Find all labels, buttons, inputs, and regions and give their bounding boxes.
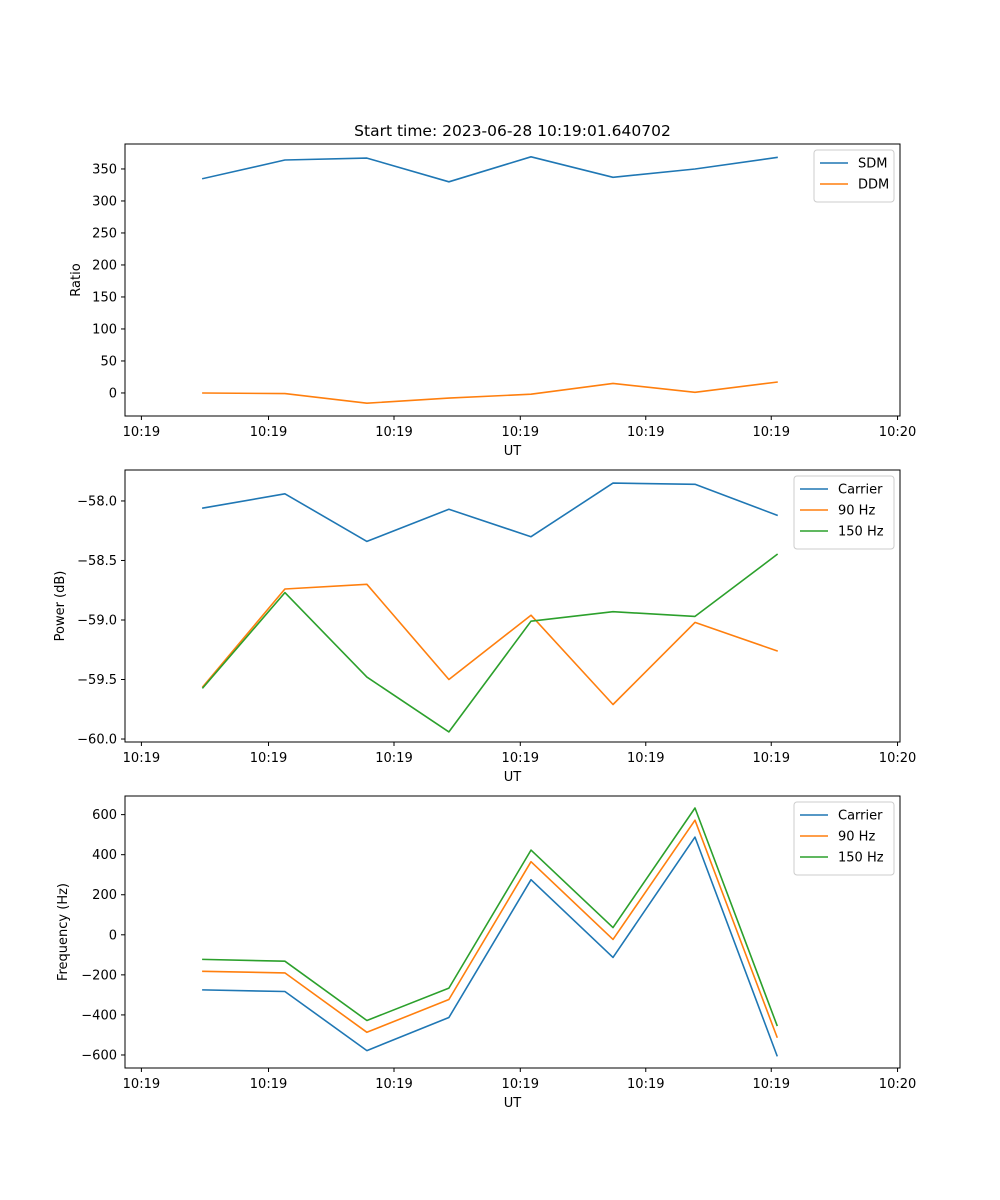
x-axis-label: UT xyxy=(504,444,522,459)
x-tick-label: 10:19 xyxy=(627,1077,664,1092)
ratio-panel: 0 50 100 150 200 250 300 350 10:19 10:19 10:19 10:1… xyxy=(69,143,916,459)
series-line-90-hz xyxy=(201,583,779,706)
legend-label: DDM xyxy=(858,178,889,193)
x-tick-label: 10:19 xyxy=(375,1077,412,1092)
x-tick-label: 10:19 xyxy=(250,751,287,766)
y-tick-label: −58.5 xyxy=(77,554,117,569)
y-tick-label: 250 xyxy=(92,226,117,241)
x-tick-label: 10:19 xyxy=(753,751,790,766)
x-tick-label: 10:20 xyxy=(879,1077,916,1092)
series-line-ddm xyxy=(202,381,778,405)
x-tick-label: 10:20 xyxy=(879,425,916,440)
legend-label: Carrier xyxy=(838,483,883,498)
y-tick-label: 0 xyxy=(109,386,117,401)
legend-label: 150 Hz xyxy=(838,525,884,540)
frequency-panel: −600 −400 −200 0 200 400 600 10:19 10:19 10:19 10:… xyxy=(56,795,916,1111)
y-tick-label: −59.5 xyxy=(77,673,117,688)
x-tick-label: 10:19 xyxy=(250,1077,287,1092)
x-tick-label: 10:19 xyxy=(502,425,539,440)
legend-label: 90 Hz xyxy=(838,504,875,519)
series-line-carrier xyxy=(202,836,779,1057)
y-tick-label: 200 xyxy=(92,888,117,903)
x-axis-label: UT xyxy=(504,1096,522,1111)
y-tick-label: 350 xyxy=(92,162,117,177)
y-tick-label: 0 xyxy=(109,928,117,943)
y-tick-label: −200 xyxy=(81,968,117,983)
y-tick-label: 300 xyxy=(92,194,117,209)
x-tick-label: 10:19 xyxy=(502,1077,539,1092)
power-panel: −60.0 −59.5 −59.0 −58.5 −58.0 10:19 10:19 10:19… xyxy=(53,469,916,785)
x-tick-label: 10:19 xyxy=(375,751,412,766)
y-axis-label: Frequency (Hz) xyxy=(56,883,71,981)
figure-title: Start time: 2023-06-28 10:19:01.640702 xyxy=(354,122,671,140)
y-tick-label: −400 xyxy=(81,1008,117,1023)
y-tick-label: 100 xyxy=(92,322,117,337)
x-tick-label: 10:19 xyxy=(502,751,539,766)
series-line-90-hz xyxy=(202,819,779,1039)
y-axis-label: Ratio xyxy=(69,263,84,296)
axes-frame xyxy=(124,469,901,743)
legend: Carrier 90 Hz 150 Hz xyxy=(793,801,895,876)
y-axis-label: Power (dB) xyxy=(53,571,68,642)
x-tick-label: 10:19 xyxy=(753,425,790,440)
x-tick-label: 10:19 xyxy=(753,1077,790,1092)
x-tick-label: 10:20 xyxy=(879,751,916,766)
legend-label: 150 Hz xyxy=(838,851,884,866)
x-tick-label: 10:19 xyxy=(123,1077,160,1092)
y-tick-label: 400 xyxy=(92,848,117,863)
y-tick-label: −600 xyxy=(81,1048,117,1063)
y-tick-label: −58.0 xyxy=(77,494,117,509)
series-line-sdm xyxy=(201,156,778,183)
x-tick-label: 10:19 xyxy=(123,425,160,440)
series-line-150-hz xyxy=(201,553,779,733)
x-tick-label: 10:19 xyxy=(123,751,160,766)
x-tick-label: 10:19 xyxy=(627,751,664,766)
legend: Carrier 90 Hz 150 Hz xyxy=(793,475,895,550)
y-tick-label: 200 xyxy=(92,258,117,273)
y-tick-label: −59.0 xyxy=(77,613,117,628)
series-line-150-hz xyxy=(202,807,779,1027)
y-tick-label: −60.0 xyxy=(77,733,117,748)
y-tick-label: 150 xyxy=(92,290,117,305)
series-line-carrier xyxy=(201,482,779,543)
legend-label: 90 Hz xyxy=(838,830,875,845)
x-tick-label: 10:19 xyxy=(627,425,664,440)
x-tick-label: 10:19 xyxy=(250,425,287,440)
legend-label: SDM xyxy=(858,157,887,172)
axes-frame xyxy=(124,795,901,1069)
y-tick-label: 50 xyxy=(100,354,117,369)
x-axis-label: UT xyxy=(504,770,522,785)
legend-label: Carrier xyxy=(838,809,883,824)
x-tick-label: 10:19 xyxy=(375,425,412,440)
axes-frame xyxy=(124,143,901,417)
y-tick-label: 600 xyxy=(92,808,117,823)
legend: SDM DDM xyxy=(813,149,895,203)
